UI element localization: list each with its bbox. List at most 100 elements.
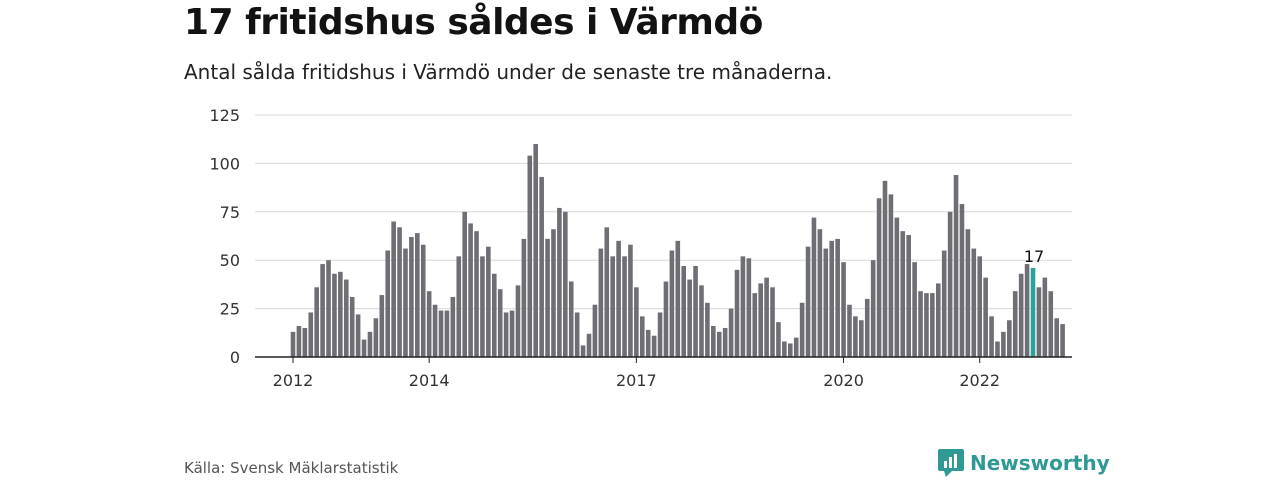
bar [349, 296, 355, 357]
bar [651, 335, 657, 357]
y-tick-label: 0 [230, 348, 240, 367]
brand-logo[interactable]: Newsworthy [938, 449, 1110, 477]
x-tick-label: 2012 [273, 371, 314, 390]
bar [835, 238, 840, 357]
bar [444, 310, 450, 357]
brand-name: Newsworthy [970, 451, 1110, 475]
bar [983, 277, 988, 357]
bar [935, 283, 941, 357]
bar [355, 314, 361, 357]
bar [521, 238, 527, 357]
bar [693, 266, 698, 357]
bar [574, 312, 580, 357]
x-tick-label: 2014 [409, 371, 450, 390]
bar [681, 266, 687, 357]
bar [1001, 331, 1006, 357]
bar [847, 304, 852, 357]
x-tick-label: 2017 [616, 371, 657, 390]
bar [1007, 320, 1012, 357]
bar [740, 256, 746, 357]
bar [657, 312, 663, 357]
bar [563, 211, 568, 357]
bar [450, 296, 456, 357]
bar [989, 316, 994, 357]
chart-subtitle: Antal sålda fritidshus i Värmdö under de… [184, 60, 833, 84]
bar [805, 246, 811, 357]
bar [438, 310, 444, 357]
bar [462, 211, 467, 357]
bar [930, 293, 935, 357]
bar [941, 250, 947, 357]
bar [645, 329, 651, 357]
bar [361, 339, 367, 357]
bar [432, 304, 438, 357]
bar [799, 302, 805, 357]
bar [580, 345, 586, 357]
bar [1036, 287, 1042, 357]
bar [385, 250, 391, 357]
bar [551, 229, 556, 357]
bar [1048, 291, 1054, 357]
bar [296, 326, 302, 357]
bar [486, 246, 491, 357]
bar [817, 229, 823, 357]
data-label: 17 [1024, 247, 1044, 266]
bar [705, 302, 710, 357]
bar [669, 250, 675, 357]
y-tick-label: 25 [220, 300, 240, 319]
bar [1018, 273, 1024, 357]
bar [764, 277, 769, 357]
bar [882, 180, 888, 357]
bar [456, 256, 462, 357]
bar [947, 211, 953, 357]
bar [906, 235, 911, 357]
bar [533, 144, 539, 357]
bar [823, 248, 829, 357]
bar [859, 320, 864, 357]
bar [675, 240, 681, 357]
bar [1042, 277, 1048, 357]
bar [397, 227, 402, 357]
bar [598, 248, 604, 357]
bar [557, 207, 562, 357]
bar [628, 244, 633, 357]
y-tick-label: 125 [209, 106, 240, 125]
bar [409, 236, 414, 357]
bar [829, 240, 835, 357]
bar [841, 262, 846, 357]
bar [663, 281, 669, 357]
bar [379, 295, 385, 357]
chart-title: 17 fritidshus såldes i Värmdö [184, 2, 763, 43]
bar [509, 310, 515, 357]
bar [497, 289, 503, 357]
bar [515, 285, 521, 357]
bar [728, 308, 734, 357]
bar [527, 155, 533, 357]
bar [776, 322, 781, 357]
bar [959, 204, 965, 357]
bar [290, 331, 296, 357]
highlighted-bar [1030, 267, 1036, 357]
bar [622, 256, 627, 357]
bar [610, 256, 615, 357]
newsworthy-logo-icon [938, 449, 964, 477]
bar [415, 233, 420, 357]
bar [711, 326, 716, 357]
bar [639, 316, 645, 357]
bar [770, 287, 775, 357]
bar [545, 238, 550, 357]
bar [965, 229, 971, 357]
bar [793, 337, 799, 357]
bar-chart: 0 25 50 75 100 125 2012 2014 2017 2020 2022 17 [209, 106, 1072, 390]
bar [876, 198, 882, 357]
bar [468, 223, 473, 357]
bar [332, 273, 337, 357]
bar [302, 327, 308, 357]
bar [373, 318, 379, 357]
bar [338, 271, 343, 357]
bar [568, 281, 574, 357]
bar [900, 231, 906, 357]
bar [977, 256, 983, 357]
bar [870, 260, 876, 357]
y-tick-label: 100 [209, 154, 240, 173]
